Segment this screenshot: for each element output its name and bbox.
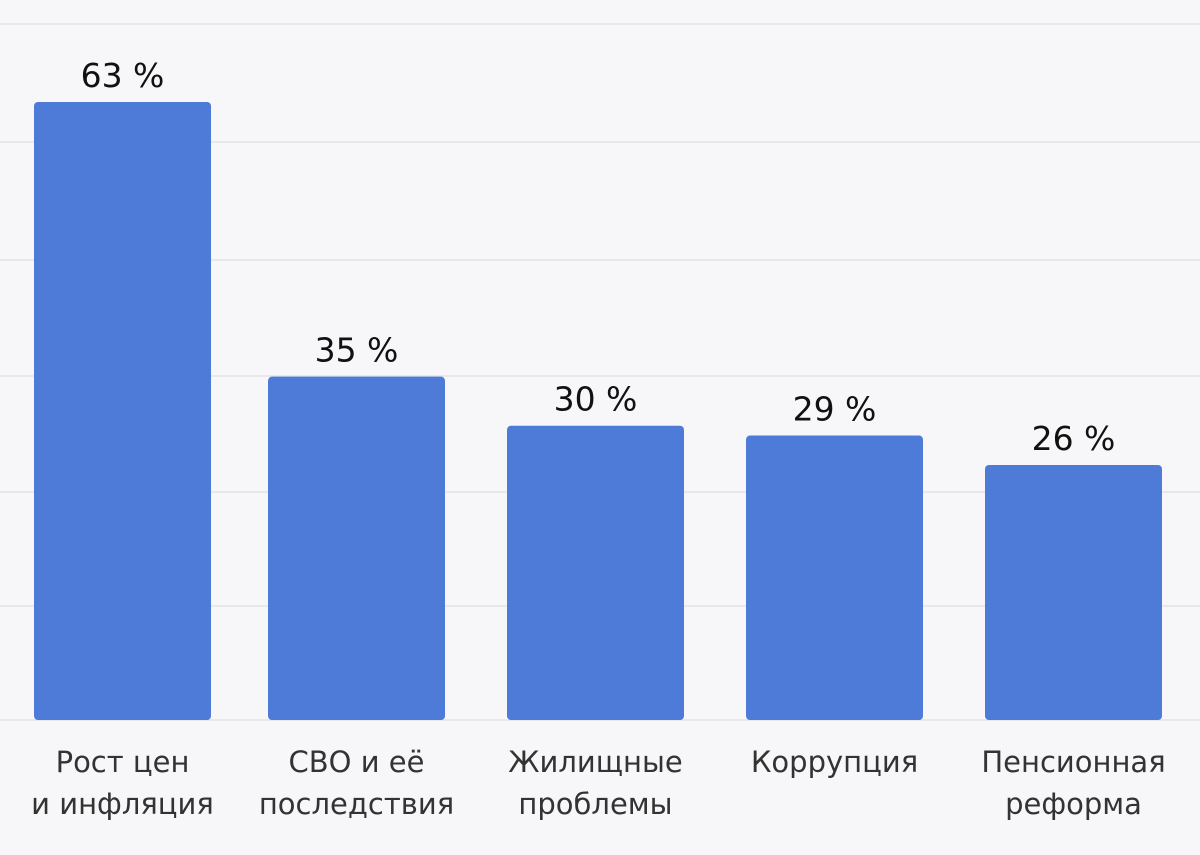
category-label-line: последствия xyxy=(259,787,454,821)
category-labels: Рост цен и инфляция СВО и её последствия Жил… xyxy=(31,745,1165,821)
bar xyxy=(507,425,684,720)
category-label-line: реформа xyxy=(1005,787,1142,821)
category-label: СВО и её последствия xyxy=(259,745,454,821)
category-label-line: проблемы xyxy=(518,787,672,821)
category-label-line: Жилищные xyxy=(508,745,682,779)
bar xyxy=(985,464,1162,720)
bar xyxy=(34,102,211,720)
category-label-line: СВО и её xyxy=(289,745,425,779)
bar-value-label: 30 % xyxy=(554,380,638,419)
bar xyxy=(268,376,445,720)
bar-value-label: 26 % xyxy=(1032,419,1116,458)
category-label-line: Пенсионная xyxy=(981,745,1165,779)
category-label: Пенсионная реформа xyxy=(981,745,1165,821)
value-labels: 63 % 35 % 30 % 29 % 26 % xyxy=(81,56,1116,458)
category-label: Коррупция xyxy=(751,745,918,779)
category-label-line: и инфляция xyxy=(31,787,214,821)
category-label-line: Рост цен xyxy=(56,745,190,779)
bar-value-label: 29 % xyxy=(793,390,877,429)
bar xyxy=(746,435,923,720)
category-label: Рост цен и инфляция xyxy=(31,745,214,821)
category-label-line: Коррупция xyxy=(751,745,918,779)
bars xyxy=(34,102,1162,720)
bar-value-label: 63 % xyxy=(81,56,165,95)
category-label: Жилищные проблемы xyxy=(508,745,682,821)
bar-value-label: 35 % xyxy=(315,331,399,370)
